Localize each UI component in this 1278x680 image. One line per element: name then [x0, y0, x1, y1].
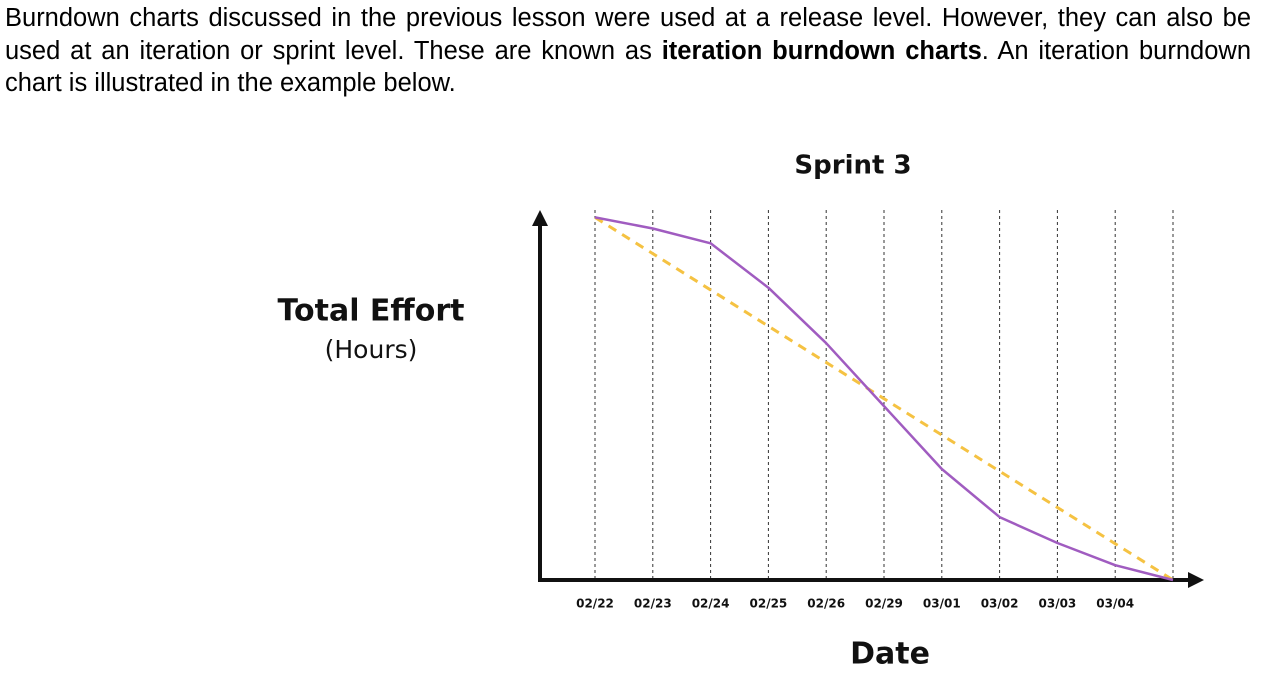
x-tick-label: 02/25	[750, 597, 788, 611]
text: Burndown charts discussed in the previou…	[5, 4, 1251, 65]
chart-title: Sprint 3	[794, 151, 911, 181]
bold-text: iteration burndown charts	[661, 36, 982, 65]
x-tick-label: 02/24	[692, 597, 730, 611]
y-axis-unit: (Hours)	[325, 335, 418, 364]
text: . An iteration burndown chart is illustr…	[5, 36, 1251, 98]
x-tick-label: 03/02	[981, 597, 1019, 611]
x-tick-label: 03/03	[1039, 597, 1077, 611]
x-tick-label: 02/26	[807, 597, 845, 611]
x-tick-label: 03/04	[1096, 597, 1134, 611]
series-line	[594, 216, 1174, 582]
x-tick-label: 03/01	[923, 597, 961, 611]
x-axis-label: Date	[850, 637, 930, 672]
x-tick-label: 02/22	[576, 597, 614, 611]
y-axis-label: Total Effort	[278, 294, 465, 329]
paragraph: Burndown charts discussed in the previou…	[5, 2, 1251, 100]
x-tick-label: 02/29	[865, 597, 903, 611]
series-line	[594, 216, 1174, 582]
x-tick-label: 02/23	[634, 597, 672, 611]
